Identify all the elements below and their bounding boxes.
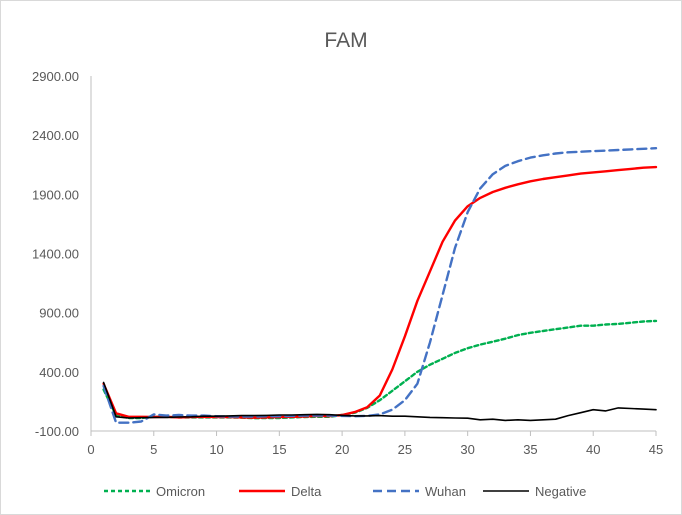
legend-label-omicron: Omicron: [156, 484, 205, 499]
legend: Omicron Delta Wuhan Negative: [104, 484, 586, 499]
y-tick-label: -100.00: [35, 424, 79, 439]
chart-title: FAM: [324, 29, 367, 52]
x-tick-label: 0: [87, 442, 94, 457]
legend-label-negative: Negative: [535, 484, 586, 499]
x-tick-label: 35: [523, 442, 537, 457]
y-tick-label: 2900.00: [32, 69, 79, 84]
x-tick-label: 20: [335, 442, 349, 457]
x-tick-label: 25: [398, 442, 412, 457]
series-line-delta: [102, 165, 658, 419]
y-tick-label: 1900.00: [32, 187, 79, 202]
y-axis-tick-labels: -100.00 400.00 900.00 1400.00 1900.00 2400.00…: [32, 69, 79, 439]
series-line-omicron: [102, 319, 658, 420]
series-lines: [102, 146, 658, 424]
y-tick-label: 400.00: [39, 365, 79, 380]
x-tick-label: 15: [272, 442, 286, 457]
x-tick-label: 30: [460, 442, 474, 457]
legend-label-delta: Delta: [291, 484, 322, 499]
x-tick-label: 10: [209, 442, 223, 457]
series-line-negative: [102, 381, 657, 422]
x-axis-tick-marks: [90, 431, 657, 436]
x-tick-label: 45: [649, 442, 663, 457]
x-tick-label: 40: [586, 442, 600, 457]
x-axis-tick-labels: 0 5 10 15 20 25 30 35 40 45: [87, 442, 663, 457]
y-tick-label: 2400.00: [32, 128, 79, 143]
x-tick-label: 5: [150, 442, 157, 457]
y-tick-label: 1400.00: [32, 247, 79, 262]
legend-label-wuhan: Wuhan: [425, 484, 466, 499]
y-tick-label: 900.00: [39, 306, 79, 321]
series-line-wuhan: [102, 146, 658, 424]
